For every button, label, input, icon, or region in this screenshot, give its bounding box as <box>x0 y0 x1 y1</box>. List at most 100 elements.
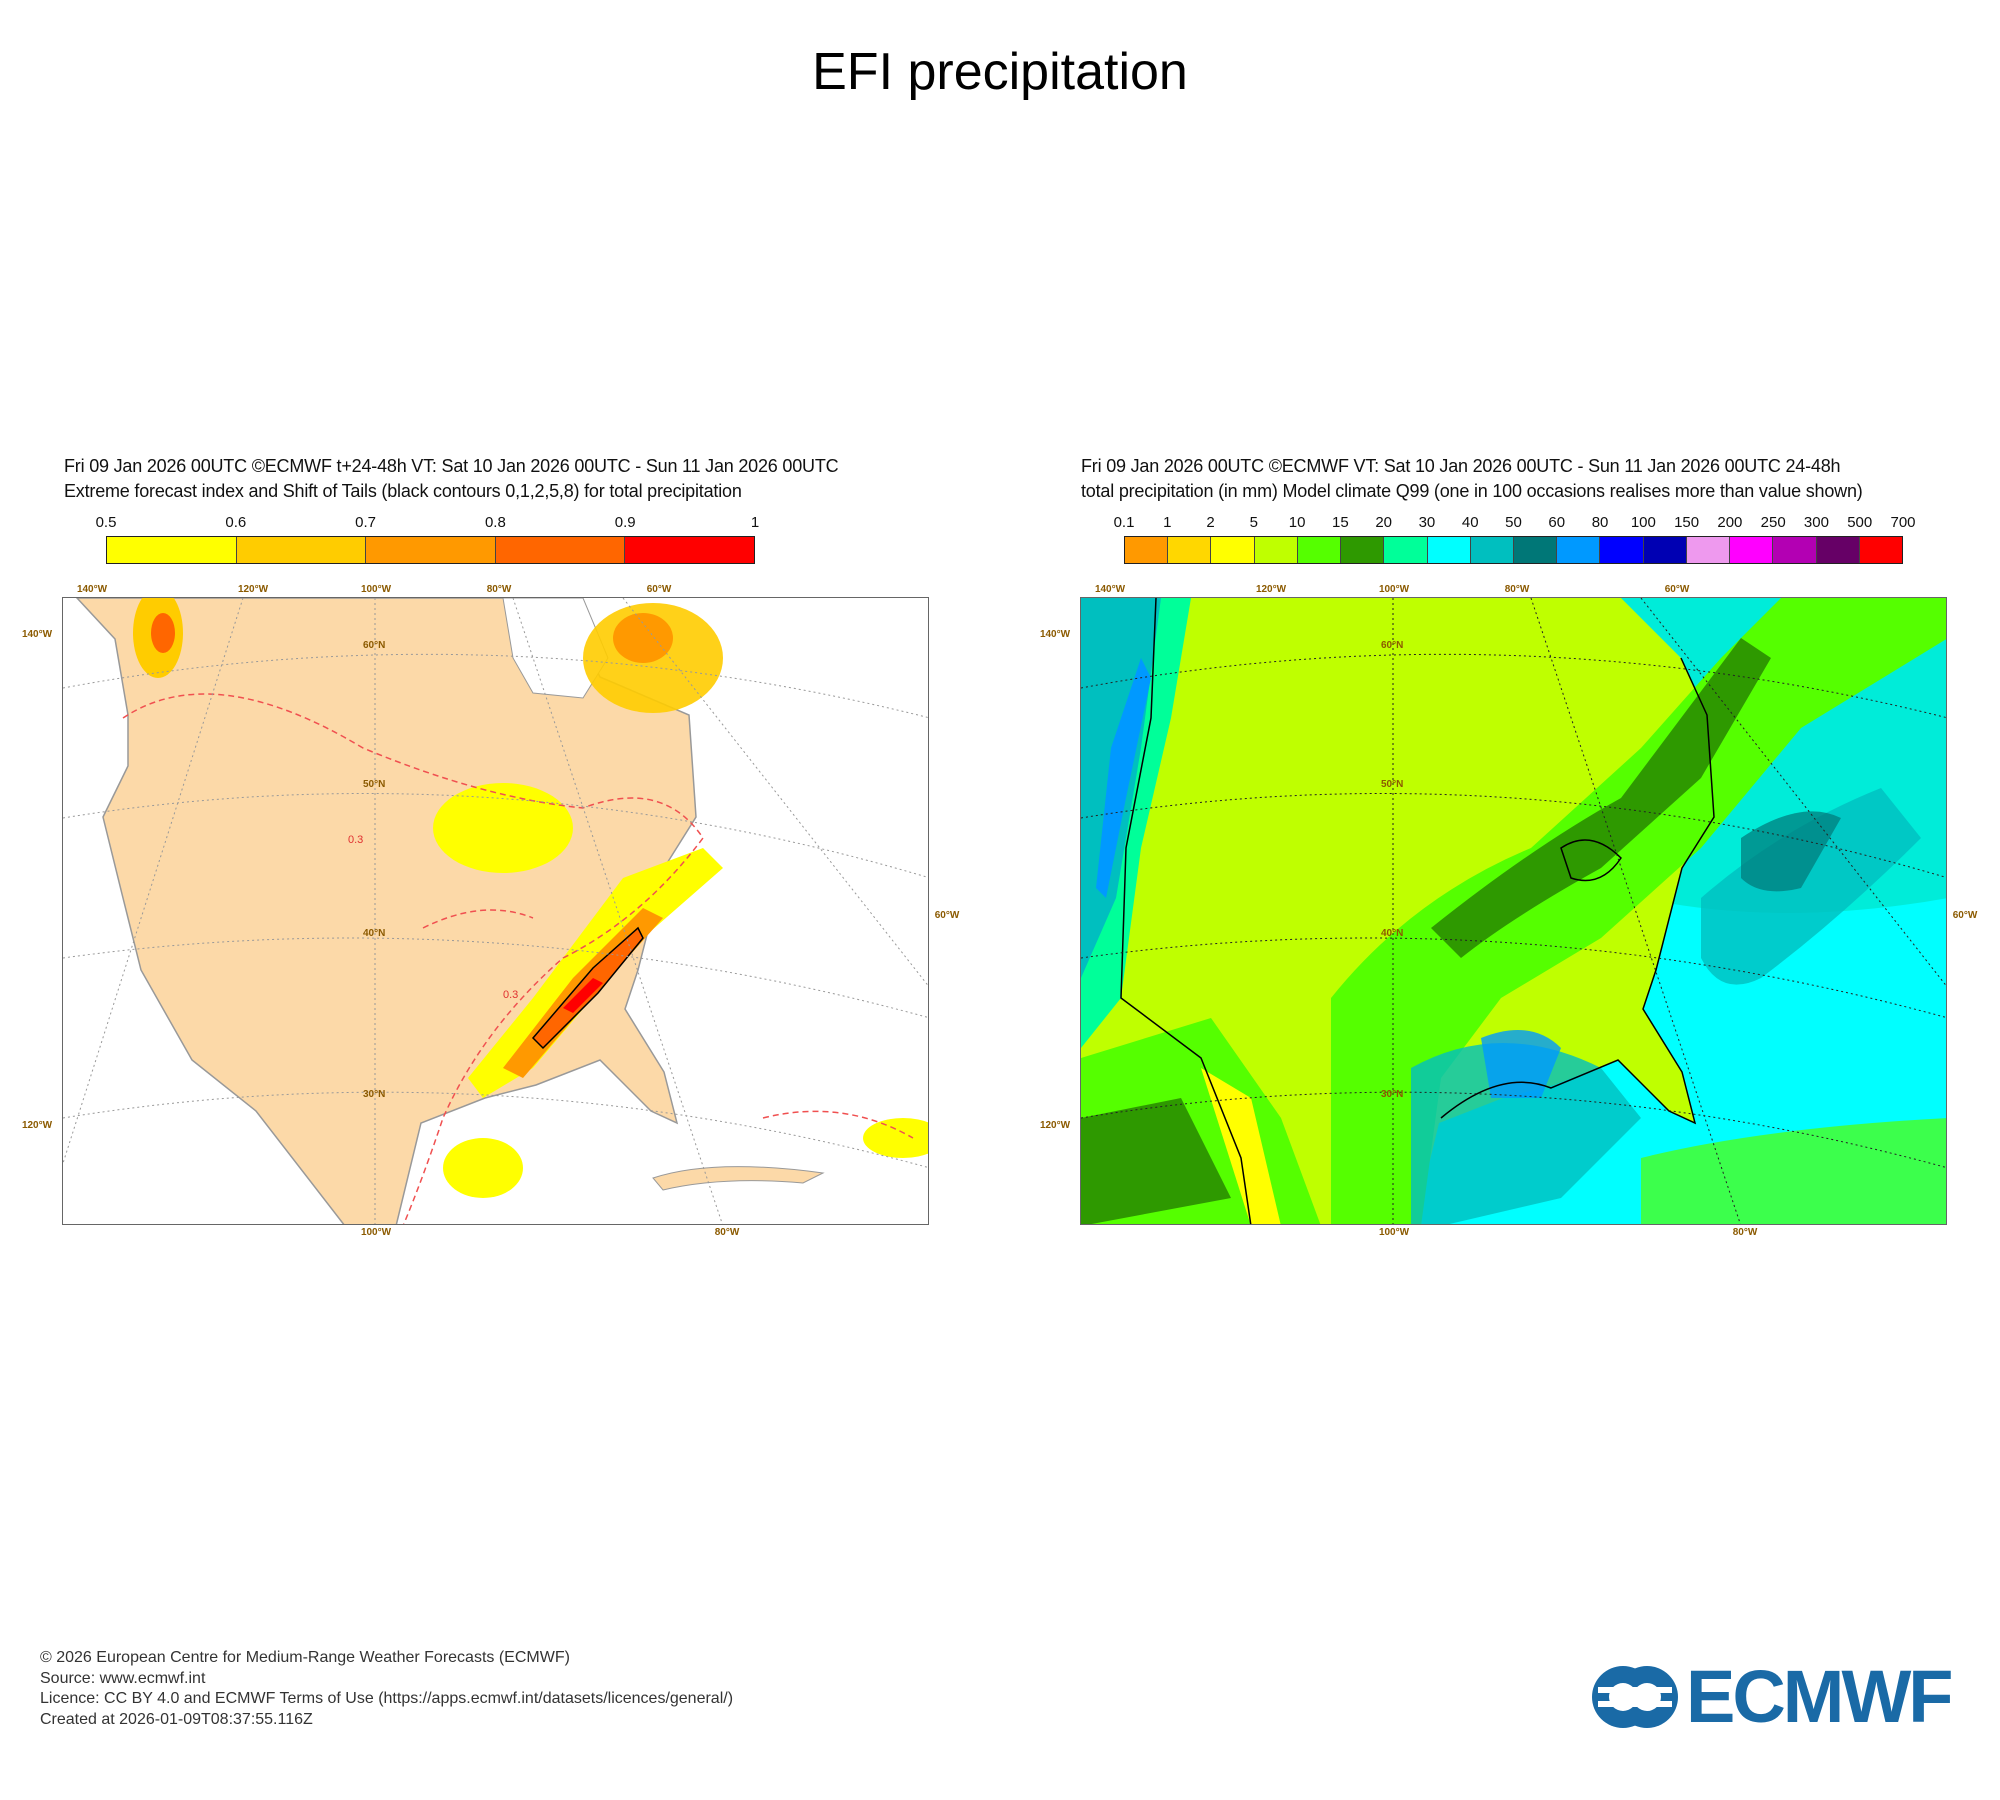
lon-tick-left: 140°W <box>21 629 53 640</box>
footer-created: Created at 2026-01-09T08:37:55.116Z <box>40 1710 313 1728</box>
colorbar-swatch <box>1211 537 1255 563</box>
lon-tick-top: 140°W <box>76 584 108 595</box>
colorbar-swatch <box>236 537 367 563</box>
land-north-america <box>75 598 697 1224</box>
colorbar-tick-label: 150 <box>1674 514 1700 531</box>
colorbar-swatch <box>366 537 496 563</box>
ecmwf-logo-icon <box>1592 1665 1678 1728</box>
lat-label-50n: 50°N <box>1381 779 1403 790</box>
colorbar-swatch <box>1341 537 1385 563</box>
lon-tick-top: 140°W <box>1094 584 1126 595</box>
colorbar-swatch <box>1254 537 1298 563</box>
colorbar-swatch <box>1168 537 1212 563</box>
footer: © 2026 European Centre for Medium-Range … <box>40 1648 733 1730</box>
lat-label-60n: 60°N <box>363 640 385 651</box>
colorbar-tick-label: 0.7 <box>355 514 377 531</box>
colorbar-swatch <box>1470 537 1514 563</box>
lon-tick-bottom: 80°W <box>1732 1227 1758 1238</box>
efi-contour-0.3 <box>122 693 704 1224</box>
lon-tick-bottom: 100°W <box>360 1227 392 1238</box>
lat-label-50n: 50°N <box>363 779 385 790</box>
left-header-line2: Extreme forecast index and Shift of Tail… <box>64 481 742 501</box>
right-panel-header: Fri 09 Jan 2026 00UTC ©ECMWF VT: Sat 10 … <box>1081 454 1863 504</box>
colorbar-swatch <box>1643 537 1687 563</box>
page-title: EFI precipitation <box>812 43 1188 101</box>
lat-label-60n: 60°N <box>1381 640 1403 651</box>
right-header-line1: Fri 09 Jan 2026 00UTC ©ECMWF VT: Sat 10 … <box>1081 456 1841 476</box>
graticule <box>1081 598 1946 1224</box>
lat-label-30n: 30°N <box>363 1089 385 1100</box>
colorbar-tick-label: 100 <box>1630 514 1656 531</box>
lon-tick-top: 80°W <box>486 584 512 595</box>
colorbar-swatch <box>1384 537 1428 563</box>
ecmwf-logo: ECMWF <box>1590 1654 1953 1739</box>
right-q99-map: 60°N 50°N 40°N 30°N <box>1080 597 1947 1225</box>
lon-tick-top: 120°W <box>237 584 269 595</box>
colorbar-tick-label: 200 <box>1717 514 1743 531</box>
colorbar-swatch <box>1125 537 1169 563</box>
caribbean-islands <box>652 1166 825 1191</box>
contour-label: 0.3 <box>503 989 518 1001</box>
right-header-line2: total precipitation (in mm) Model climat… <box>1081 481 1863 501</box>
colorbar-tick-label: 50 <box>1505 514 1522 531</box>
lat-label-40n: 40°N <box>363 928 385 939</box>
colorbar-swatch <box>1513 537 1558 563</box>
footer-copyright: © 2026 European Centre for Medium-Range … <box>40 1649 570 1666</box>
lon-tick-left: 120°W <box>21 1120 53 1131</box>
colorbar-tick-label: 5 <box>1249 514 1258 531</box>
q99-gulf <box>1411 1043 1641 1224</box>
left-colorbar <box>106 536 755 564</box>
colorbar-tick-label: 80 <box>1591 514 1609 531</box>
colorbar-tick-label: 1 <box>1163 514 1172 531</box>
colorbar-tick-label: 500 <box>1847 514 1873 531</box>
lon-tick-top: 100°W <box>1378 584 1410 595</box>
lon-tick-right: 60°W <box>934 910 960 921</box>
colorbar-tick-label: 40 <box>1461 514 1479 531</box>
lon-tick-top: 60°W <box>646 584 672 595</box>
colorbar-tick-label: 0.6 <box>225 514 247 531</box>
colorbar-tick-label: 700 <box>1890 514 1916 531</box>
colorbar-swatch <box>107 537 237 563</box>
colorbar-swatch <box>1600 537 1644 563</box>
ecmwf-logo-text: ECMWF <box>1686 1655 1953 1738</box>
colorbar-tick-label: 20 <box>1375 514 1392 531</box>
colorbar-tick-label: 300 <box>1803 514 1829 531</box>
left-colorbar-labels: 0.5 0.6 0.7 0.8 0.9 1 <box>96 514 760 532</box>
coastlines <box>1120 598 1715 1224</box>
hudson-bay <box>502 598 609 699</box>
colorbar-tick-label: 2 <box>1206 514 1215 531</box>
colorbar-swatch <box>1773 537 1817 563</box>
lon-tick-left: 140°W <box>1039 629 1071 640</box>
colorbar-tick-label: 15 <box>1332 514 1349 531</box>
left-header-line1: Fri 09 Jan 2026 00UTC ©ECMWF t+24-48h VT… <box>64 456 839 476</box>
lon-tick-bottom: 80°W <box>714 1227 740 1238</box>
efi-great-lakes <box>433 783 573 873</box>
lat-label-30n: 30°N <box>1381 1089 1403 1100</box>
colorbar-swatch <box>1557 537 1601 563</box>
colorbar-tick-label: 0.1 <box>1113 514 1135 531</box>
colorbar-swatch <box>1859 537 1902 563</box>
colorbar-swatch <box>1686 537 1731 563</box>
lat-label-40n: 40°N <box>1381 928 1403 939</box>
lon-tick-right: 60°W <box>1952 910 1978 921</box>
colorbar-tick-label: 0.9 <box>614 514 636 531</box>
footer-licence: Licence: CC BY 4.0 and ECMWF Terms of Us… <box>40 1690 734 1707</box>
colorbar-swatch <box>1730 537 1774 563</box>
colorbar-swatch <box>495 537 626 563</box>
right-colorbar-labels: 0.1 1 2 5 10 15 20 30 40 50 60 80 100 150 200 250 300 500… <box>1114 514 1916 532</box>
colorbar-tick-label: 0.8 <box>484 514 506 531</box>
left-panel-header: Fri 09 Jan 2026 00UTC ©ECMWF t+24-48h VT… <box>64 454 839 504</box>
lon-tick-top: 120°W <box>1255 584 1287 595</box>
lon-tick-top: 100°W <box>360 584 392 595</box>
colorbar-swatch <box>1427 537 1471 563</box>
lon-tick-left: 120°W <box>1039 1120 1071 1131</box>
colorbar-tick-label: 250 <box>1760 514 1786 531</box>
colorbar-tick-label: 30 <box>1418 514 1436 531</box>
colorbar-tick-label: 60 <box>1548 514 1566 531</box>
lon-tick-top: 80°W <box>1504 584 1530 595</box>
left-efi-map: 0.3 0.3 60°N 50°N 40°N 30°N <box>62 597 929 1225</box>
lon-tick-top: 60°W <box>1664 584 1690 595</box>
colorbar-tick-label: 10 <box>1288 514 1306 531</box>
graticule <box>63 598 928 1224</box>
colorbar-swatch <box>1816 537 1860 563</box>
